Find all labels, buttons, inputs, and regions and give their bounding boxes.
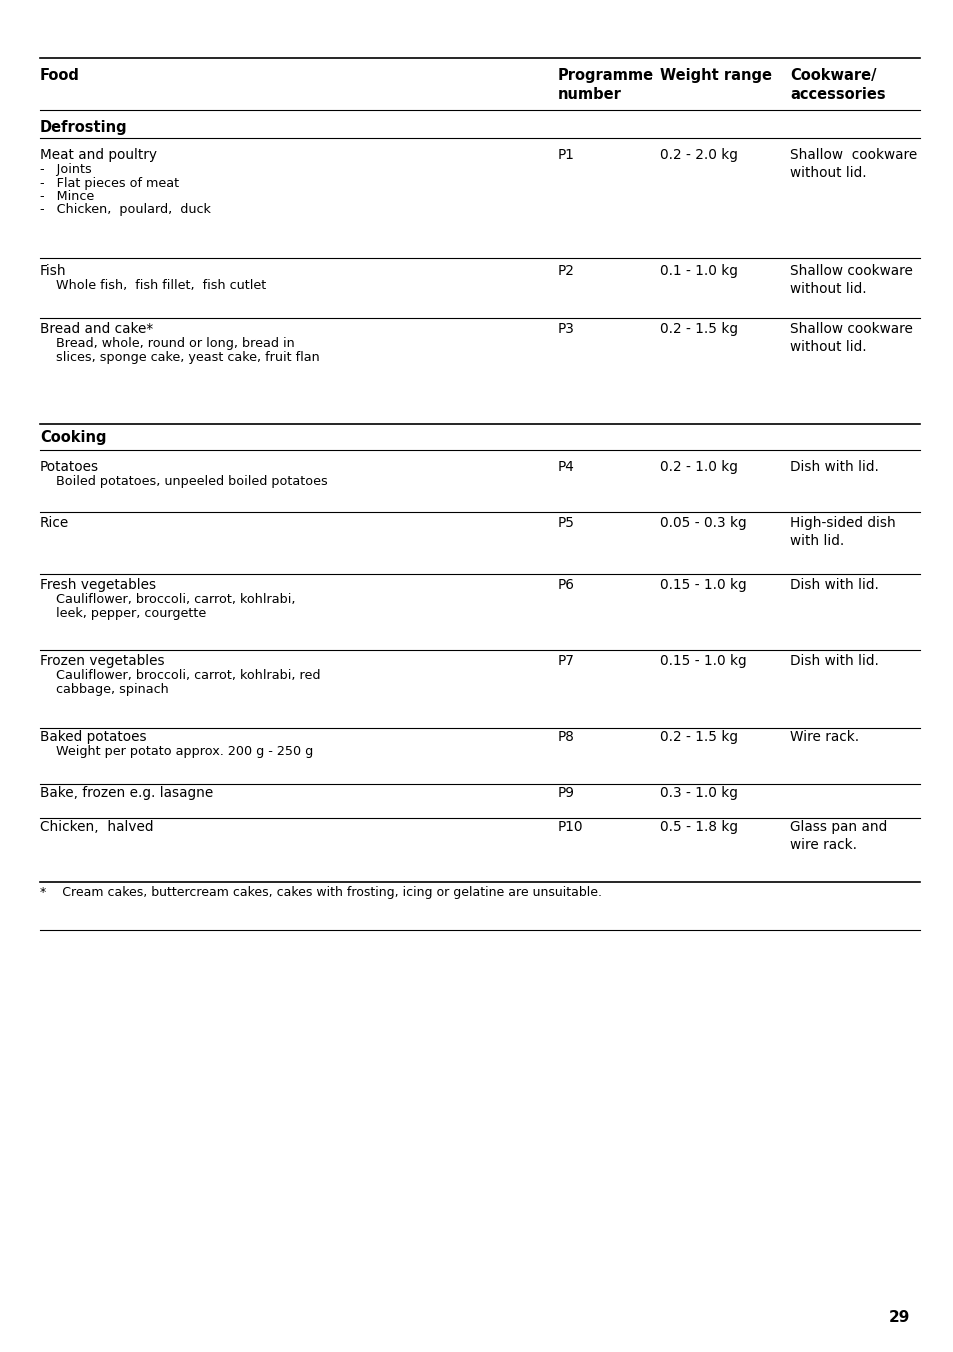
Text: P2: P2 <box>558 264 575 279</box>
Text: 0.2 - 1.0 kg: 0.2 - 1.0 kg <box>659 460 737 475</box>
Text: 0.1 - 1.0 kg: 0.1 - 1.0 kg <box>659 264 737 279</box>
Text: P9: P9 <box>558 786 575 800</box>
Text: P6: P6 <box>558 579 575 592</box>
Text: Bake, frozen e.g. lasagne: Bake, frozen e.g. lasagne <box>40 786 213 800</box>
Text: Cauliflower, broccoli, carrot, kohlrabi, red: Cauliflower, broccoli, carrot, kohlrabi,… <box>40 669 320 683</box>
Text: P7: P7 <box>558 654 575 668</box>
Text: 0.2 - 1.5 kg: 0.2 - 1.5 kg <box>659 322 738 337</box>
Text: 0.15 - 1.0 kg: 0.15 - 1.0 kg <box>659 579 746 592</box>
Text: Rice: Rice <box>40 516 70 530</box>
Text: Bread, whole, round or long, bread in: Bread, whole, round or long, bread in <box>40 337 294 350</box>
Text: Potatoes: Potatoes <box>40 460 99 475</box>
Text: 0.3 - 1.0 kg: 0.3 - 1.0 kg <box>659 786 737 800</box>
Text: Meat and poultry: Meat and poultry <box>40 147 157 162</box>
Text: Dish with lid.: Dish with lid. <box>789 579 878 592</box>
Text: P10: P10 <box>558 821 583 834</box>
Text: Baked potatoes: Baked potatoes <box>40 730 147 744</box>
Text: Glass pan and
wire rack.: Glass pan and wire rack. <box>789 821 886 852</box>
Text: Food: Food <box>40 68 80 82</box>
Text: Weight range: Weight range <box>659 68 771 82</box>
Text: High-sided dish
with lid.: High-sided dish with lid. <box>789 516 895 548</box>
Text: -   Flat pieces of meat: - Flat pieces of meat <box>40 177 179 189</box>
Text: leek, pepper, courgette: leek, pepper, courgette <box>40 607 206 619</box>
Text: P8: P8 <box>558 730 575 744</box>
Text: -   Joints: - Joints <box>40 164 91 176</box>
Text: 0.15 - 1.0 kg: 0.15 - 1.0 kg <box>659 654 746 668</box>
Text: Cooking: Cooking <box>40 430 107 445</box>
Text: P1: P1 <box>558 147 575 162</box>
Text: -   Mince: - Mince <box>40 189 94 203</box>
Text: Dish with lid.: Dish with lid. <box>789 460 878 475</box>
Text: Wire rack.: Wire rack. <box>789 730 859 744</box>
Text: Chicken,  halved: Chicken, halved <box>40 821 153 834</box>
Text: Whole fish,  fish fillet,  fish cutlet: Whole fish, fish fillet, fish cutlet <box>40 280 266 292</box>
Text: Shallow cookware
without lid.: Shallow cookware without lid. <box>789 264 912 296</box>
Text: 29: 29 <box>887 1310 909 1325</box>
Text: P3: P3 <box>558 322 575 337</box>
Text: Cauliflower, broccoli, carrot, kohlrabi,: Cauliflower, broccoli, carrot, kohlrabi, <box>40 594 295 606</box>
Text: Fresh vegetables: Fresh vegetables <box>40 579 156 592</box>
Text: *    Cream cakes, buttercream cakes, cakes with frosting, icing or gelatine are : * Cream cakes, buttercream cakes, cakes … <box>40 886 601 899</box>
Text: Programme
number: Programme number <box>558 68 654 103</box>
Text: Dish with lid.: Dish with lid. <box>789 654 878 668</box>
Text: 0.2 - 2.0 kg: 0.2 - 2.0 kg <box>659 147 737 162</box>
Text: Weight per potato approx. 200 g - 250 g: Weight per potato approx. 200 g - 250 g <box>40 745 313 758</box>
Text: Cookware/
accessories: Cookware/ accessories <box>789 68 884 103</box>
Text: Frozen vegetables: Frozen vegetables <box>40 654 165 668</box>
Text: Defrosting: Defrosting <box>40 120 128 135</box>
Text: Shallow cookware
without lid.: Shallow cookware without lid. <box>789 322 912 354</box>
Text: 0.2 - 1.5 kg: 0.2 - 1.5 kg <box>659 730 738 744</box>
Text: Shallow  cookware
without lid.: Shallow cookware without lid. <box>789 147 916 180</box>
Text: P4: P4 <box>558 460 575 475</box>
Text: Bread and cake*: Bread and cake* <box>40 322 153 337</box>
Text: Fish: Fish <box>40 264 67 279</box>
Text: slices, sponge cake, yeast cake, fruit flan: slices, sponge cake, yeast cake, fruit f… <box>40 350 319 364</box>
Text: cabbage, spinach: cabbage, spinach <box>40 683 169 695</box>
Text: -   Chicken,  poulard,  duck: - Chicken, poulard, duck <box>40 203 211 216</box>
Text: P5: P5 <box>558 516 575 530</box>
Text: 0.05 - 0.3 kg: 0.05 - 0.3 kg <box>659 516 746 530</box>
Text: 0.5 - 1.8 kg: 0.5 - 1.8 kg <box>659 821 738 834</box>
Text: Boiled potatoes, unpeeled boiled potatoes: Boiled potatoes, unpeeled boiled potatoe… <box>40 475 328 488</box>
